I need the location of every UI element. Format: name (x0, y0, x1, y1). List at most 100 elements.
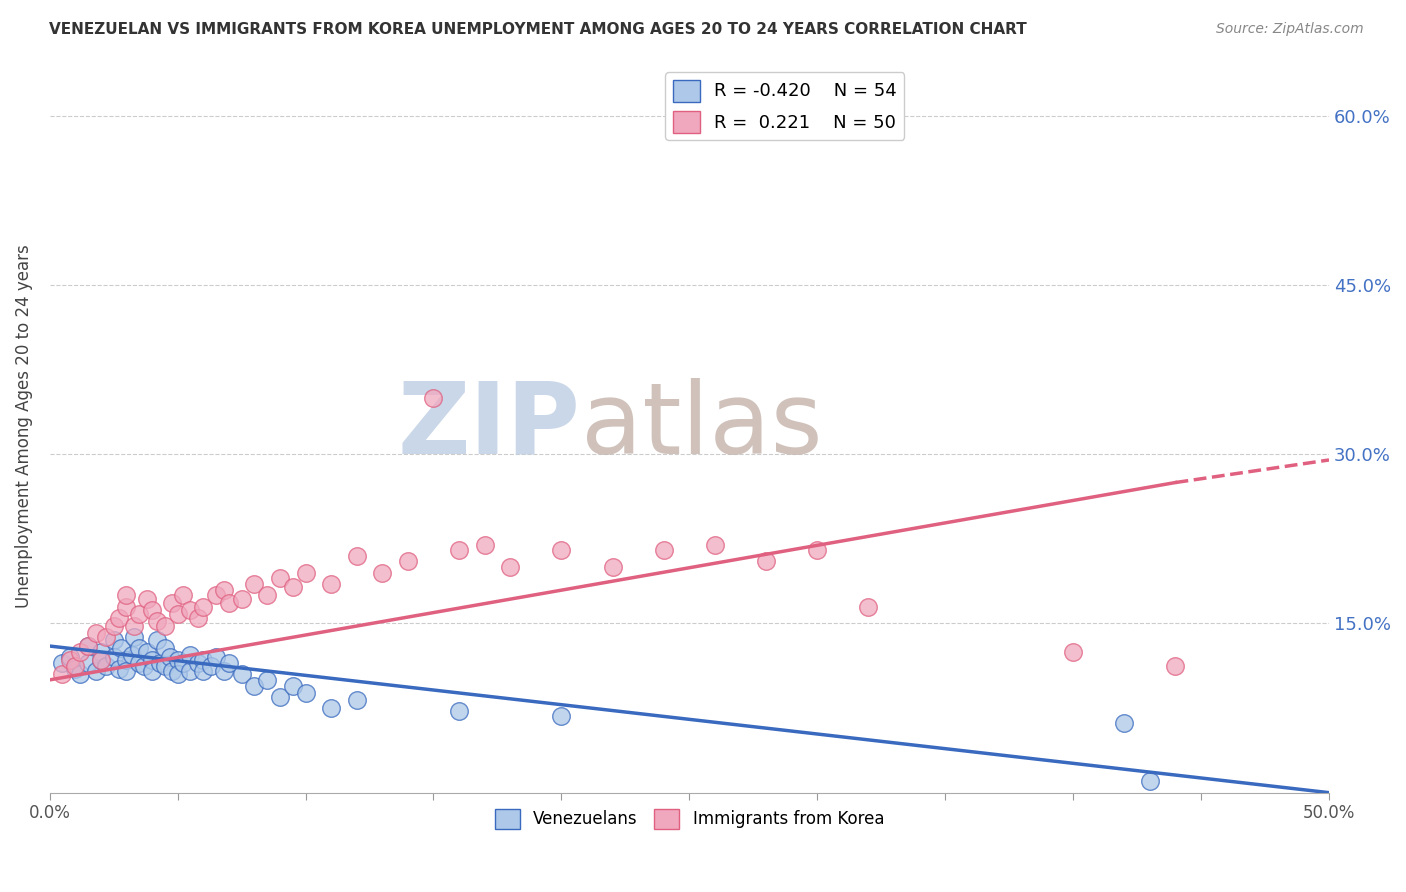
Point (128, 656, 150, 670)
Point (321, 701, 343, 715)
Point (65, 662, 87, 676)
Point (69, 645, 91, 659)
Point (94, 659, 117, 673)
Point (179, 648, 201, 662)
Text: VENEZUELAN VS IMMIGRANTS FROM KOREA UNEMPLOYMENT AMONG AGES 20 TO 24 YEARS CORRE: VENEZUELAN VS IMMIGRANTS FROM KOREA UNEM… (49, 22, 1026, 37)
Point (172, 656, 194, 670)
Point (153, 619, 176, 633)
Point (90, 645, 112, 659)
Point (77, 656, 100, 670)
Point (115, 599, 138, 614)
Point (755, 554, 778, 568)
Point (146, 614, 169, 628)
Point (77, 639, 100, 653)
Point (602, 560, 624, 574)
Point (110, 641, 132, 656)
Point (128, 607, 150, 622)
Point (1139, 774, 1161, 789)
Point (806, 543, 828, 558)
Point (90, 652, 112, 666)
Point (652, 543, 675, 558)
Point (294, 566, 316, 580)
Point (243, 679, 266, 693)
Point (858, 599, 880, 614)
Point (135, 645, 157, 659)
Point (51, 667, 73, 681)
Point (135, 591, 157, 606)
Point (212, 582, 235, 597)
Text: Source: ZipAtlas.com: Source: ZipAtlas.com (1216, 22, 1364, 37)
Point (103, 633, 125, 648)
Point (69, 667, 91, 681)
Point (187, 656, 209, 670)
Point (1164, 659, 1187, 673)
Point (77, 639, 100, 653)
Point (159, 650, 181, 665)
Point (115, 664, 138, 678)
Text: atlas: atlas (581, 377, 823, 475)
Point (166, 652, 188, 666)
Point (346, 549, 368, 563)
Point (1114, 715, 1136, 730)
Y-axis label: Unemployment Among Ages 20 to 24 years: Unemployment Among Ages 20 to 24 years (15, 244, 32, 608)
Point (94, 630, 117, 644)
Point (205, 588, 228, 602)
Point (141, 664, 163, 678)
Point (218, 656, 240, 670)
Point (172, 588, 194, 602)
Point (269, 571, 291, 585)
Point (122, 619, 145, 633)
Point (269, 690, 291, 704)
Point (703, 537, 725, 551)
Point (90, 652, 112, 666)
Point (65, 659, 87, 673)
Point (422, 391, 444, 405)
Point (166, 607, 188, 622)
Point (107, 662, 129, 676)
Point (162, 596, 184, 610)
Point (179, 664, 201, 678)
Point (122, 630, 145, 644)
Point (205, 650, 228, 665)
Point (103, 650, 125, 665)
Point (141, 603, 163, 617)
Point (550, 709, 572, 723)
Point (141, 652, 163, 666)
Point (146, 633, 169, 648)
Point (474, 537, 496, 551)
Point (321, 577, 343, 591)
Point (281, 581, 304, 595)
Point (200, 659, 222, 673)
Point (1062, 645, 1084, 659)
Point (149, 656, 172, 670)
Point (231, 667, 253, 681)
Point (84, 664, 107, 678)
Point (187, 611, 209, 625)
Point (212, 664, 235, 678)
Point (447, 543, 470, 558)
Point (115, 652, 138, 666)
Point (499, 560, 522, 574)
Point (193, 599, 215, 614)
Point (396, 554, 419, 568)
Point (128, 641, 150, 656)
Point (166, 667, 188, 681)
Point (59, 650, 82, 665)
Point (134, 659, 156, 673)
Point (84, 625, 107, 640)
Point (153, 641, 176, 656)
Point (107, 611, 129, 625)
Point (121, 648, 143, 662)
Point (59, 652, 82, 666)
Point (193, 652, 215, 666)
Legend: Venezuelans, Immigrants from Korea: Venezuelans, Immigrants from Korea (488, 802, 891, 836)
Point (218, 596, 240, 610)
Point (115, 588, 138, 602)
Point (231, 591, 253, 606)
Point (153, 659, 176, 673)
Point (256, 588, 278, 602)
Point (103, 619, 125, 633)
Point (179, 603, 201, 617)
Point (550, 543, 572, 558)
Point (162, 664, 184, 678)
